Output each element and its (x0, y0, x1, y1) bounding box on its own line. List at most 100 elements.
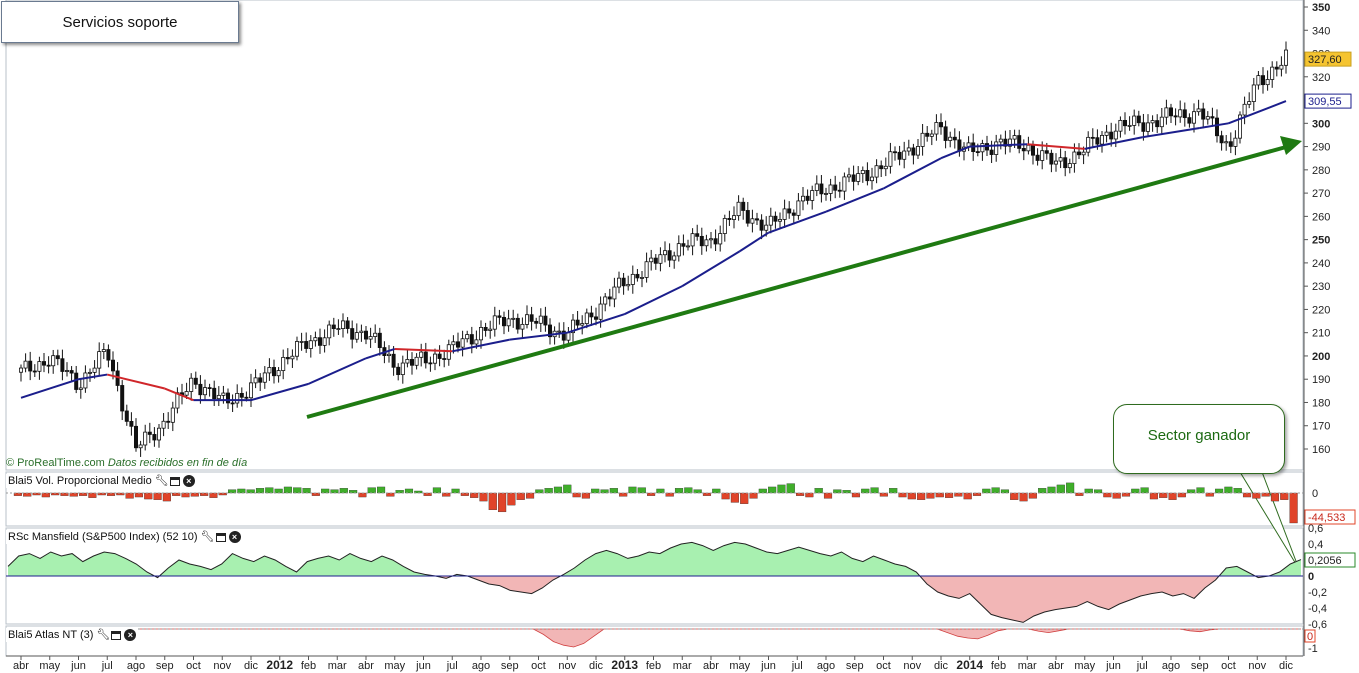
volume-bar-up (609, 488, 618, 494)
x-tick-label: dic (934, 660, 949, 672)
volume-bar-down (386, 492, 395, 497)
volume-bar-down (488, 492, 497, 511)
candle-down (667, 250, 672, 261)
volume-bar-down (823, 492, 833, 499)
rsc-panel-header: RSc Mansfield (S&P500 Index) (52 10) 🔧︎ … (6, 530, 243, 544)
candle-up (828, 184, 833, 194)
candle-up (368, 336, 373, 340)
candle-down (437, 353, 442, 359)
candle-up (612, 286, 617, 300)
candle-up (916, 146, 921, 156)
candle-up (649, 257, 654, 263)
candle-up (842, 176, 847, 192)
candle-up (663, 250, 668, 256)
candle-up (313, 337, 318, 342)
candle-down (1031, 144, 1036, 156)
candle-down (1044, 150, 1049, 154)
candle-up (51, 355, 56, 367)
rsc-tick-label: 0,6 (1308, 523, 1323, 535)
window-icon[interactable] (111, 630, 122, 640)
rsc-tick-label: -0,2 (1308, 587, 1327, 599)
candle-up (1058, 157, 1063, 162)
close-icon[interactable]: × (228, 531, 241, 543)
candle-up (584, 312, 589, 324)
candle-up (690, 233, 695, 247)
volume-bar-down (1177, 492, 1186, 498)
candle-down (455, 341, 460, 348)
x-tick-label: dic (244, 660, 259, 672)
candle-up (814, 183, 819, 191)
candle-down (377, 332, 382, 348)
candle-up (1256, 75, 1261, 86)
candle-up (101, 349, 106, 353)
volume-bar-up (814, 488, 823, 494)
candle-down (285, 356, 290, 360)
volume-bar-down (945, 492, 954, 498)
volume-bar-up (1224, 486, 1233, 494)
candle-up (1178, 109, 1183, 118)
window-icon[interactable] (169, 476, 180, 486)
candle-up (736, 201, 741, 217)
candle-up (998, 138, 1003, 143)
volume-bar-up (237, 488, 246, 494)
atlas-panel-title: Blai5 Atlas NT (3) (8, 629, 94, 641)
candle-up (1164, 107, 1169, 118)
candle-down (317, 337, 322, 346)
candle-down (331, 324, 336, 330)
x-tick-label: ago (817, 660, 835, 672)
candle-down (350, 328, 355, 340)
candle-down (55, 355, 60, 360)
x-tick-label: may (1074, 660, 1095, 672)
candle-down (681, 243, 686, 247)
candle-up (488, 328, 493, 331)
candle-down (409, 359, 414, 366)
close-icon[interactable]: × (182, 475, 195, 487)
candle-up (626, 284, 631, 287)
volume-bar-up (544, 488, 553, 494)
wrench-icon[interactable]: 🔧︎ (154, 475, 169, 487)
candle-down (193, 377, 198, 385)
candle-down (1228, 141, 1233, 147)
volume-bar-up (228, 489, 237, 494)
candle-up (580, 323, 585, 326)
candle-up (520, 323, 525, 330)
candle-up (1132, 115, 1137, 126)
candle-down (741, 201, 746, 211)
candle-up (281, 356, 286, 371)
x-tick-label: dic (589, 660, 604, 672)
candle-up (1118, 119, 1123, 132)
candle-up (474, 339, 479, 345)
chart-title: Servicios soporte (1, 1, 239, 43)
credit-note: Datos recibidos en fin de día (107, 457, 248, 469)
volume-bar-down (796, 492, 805, 496)
candle-up (1265, 79, 1270, 86)
volume-bar-down (41, 492, 50, 498)
x-tick-label: oct (1221, 660, 1236, 672)
candle-down (1215, 117, 1220, 137)
volume-bar-down (721, 492, 730, 500)
volume-bar-up (553, 486, 563, 494)
close-icon[interactable]: × (124, 629, 137, 641)
wrench-icon[interactable]: 🔧︎ (200, 531, 215, 543)
x-tick-label: feb (301, 660, 316, 672)
candle-down (271, 367, 276, 377)
wrench-icon[interactable]: 🔧︎ (96, 629, 111, 641)
candle-down (69, 370, 74, 374)
candle-up (216, 394, 221, 400)
candle-up (161, 420, 166, 429)
candle-down (166, 420, 171, 423)
x-tick-label: dic (1279, 660, 1294, 672)
candle-down (695, 233, 700, 237)
price-tick-label: 340 (1312, 25, 1330, 37)
candle-up (506, 318, 511, 327)
rsc-tick-label: 0,2056 (1308, 555, 1342, 567)
volume-bar-down (1112, 492, 1121, 499)
candle-down (1219, 135, 1224, 144)
candle-down (469, 334, 474, 345)
volume-bar-down (60, 492, 69, 496)
window-icon[interactable] (215, 532, 226, 542)
volume-bar-down (32, 492, 41, 496)
candle-down (46, 364, 51, 367)
candle-up (465, 334, 470, 340)
